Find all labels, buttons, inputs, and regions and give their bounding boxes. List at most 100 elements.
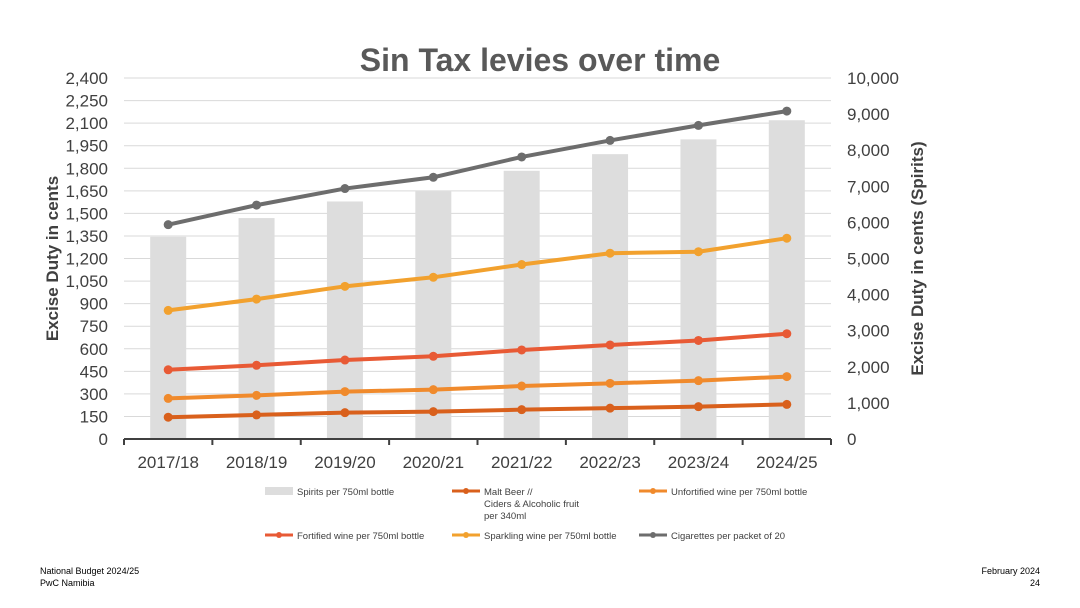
legend-label: Sparkling wine per 750ml bottle bbox=[484, 531, 617, 542]
series-point bbox=[605, 403, 615, 413]
y-tick-label: 750 bbox=[80, 317, 108, 336]
y-tick-label: 1,950 bbox=[65, 137, 108, 156]
series-point bbox=[252, 360, 262, 370]
y2-tick-label: 4,000 bbox=[847, 286, 890, 305]
y-tick-label: 1,650 bbox=[65, 182, 108, 201]
y2-axis-title: Excise Duty in cents (Spirits) bbox=[908, 141, 927, 375]
series-point bbox=[693, 120, 703, 130]
series-point bbox=[782, 329, 792, 339]
legend-swatch-point bbox=[463, 488, 469, 494]
legend-label: Unfortified wine per 750ml bottle bbox=[671, 487, 807, 498]
series-line bbox=[168, 402, 787, 420]
series-point bbox=[340, 184, 350, 194]
series-point bbox=[782, 106, 792, 116]
series-point bbox=[605, 135, 615, 145]
series-point bbox=[163, 305, 173, 315]
bar-spirits bbox=[415, 191, 452, 439]
legend-label: Malt Beer //Ciders & Alcoholic fruit per … bbox=[484, 487, 579, 522]
footer-right: February 2024 24 bbox=[981, 565, 1040, 589]
series-point bbox=[340, 355, 350, 365]
legend-swatch-point bbox=[463, 532, 469, 538]
footer-left: National Budget 2024/25 PwC Namibia bbox=[40, 565, 139, 589]
series-point bbox=[517, 260, 527, 270]
y2-tick-label: 6,000 bbox=[847, 213, 890, 232]
legend-swatch-point bbox=[276, 532, 282, 538]
y2-tick-label: 0 bbox=[847, 430, 856, 449]
y2-tick-label: 8,000 bbox=[847, 141, 890, 160]
x-tick-label: 2020/21 bbox=[403, 453, 464, 472]
x-tick-label: 2019/20 bbox=[314, 453, 375, 472]
series-point bbox=[517, 381, 527, 391]
footer-company-label: PwC Namibia bbox=[40, 578, 95, 588]
x-tick-label: 2022/23 bbox=[579, 453, 640, 472]
series-point bbox=[428, 385, 438, 395]
series-point bbox=[163, 412, 173, 422]
y2-tick-label: 3,000 bbox=[847, 322, 890, 341]
y-tick-label: 2,400 bbox=[65, 69, 108, 88]
y-tick-label: 1,800 bbox=[65, 159, 108, 178]
series-point bbox=[428, 172, 438, 182]
legend-swatch-point bbox=[650, 532, 656, 538]
bar-spirits bbox=[326, 201, 363, 439]
series-point bbox=[163, 393, 173, 403]
series-point bbox=[605, 248, 615, 258]
bar-spirits bbox=[503, 170, 540, 440]
bar-spirits bbox=[150, 236, 187, 439]
y2-tick-label: 10,000 bbox=[847, 69, 899, 88]
series-point bbox=[693, 247, 703, 257]
series-point bbox=[163, 365, 173, 375]
y-tick-label: 300 bbox=[80, 385, 108, 404]
x-tick-label: 2018/19 bbox=[226, 453, 287, 472]
bar-spirits bbox=[592, 154, 629, 439]
legend-label: Spirits per 750ml bottle bbox=[297, 487, 394, 498]
series-point bbox=[693, 376, 703, 386]
x-tick-label: 2023/24 bbox=[668, 453, 729, 472]
series-point bbox=[340, 387, 350, 397]
y-tick-label: 600 bbox=[80, 340, 108, 359]
bar-spirits bbox=[238, 218, 275, 439]
series-point bbox=[517, 405, 527, 415]
series-point bbox=[693, 402, 703, 412]
legend-label: Cigarettes per packet of 20 bbox=[671, 531, 785, 542]
x-tick-label: 2024/25 bbox=[756, 453, 817, 472]
y-tick-label: 1,200 bbox=[65, 250, 108, 269]
bar-spirits bbox=[768, 120, 805, 439]
series-point bbox=[340, 281, 350, 291]
legend-label: Fortified wine per 750ml bottle bbox=[297, 531, 424, 542]
y2-tick-label: 1,000 bbox=[847, 394, 890, 413]
series-point bbox=[782, 372, 792, 382]
series-point bbox=[517, 152, 527, 162]
series-point bbox=[252, 410, 262, 420]
series-point bbox=[605, 378, 615, 388]
y-tick-label: 0 bbox=[99, 430, 108, 449]
series-line bbox=[168, 374, 787, 401]
y2-tick-label: 2,000 bbox=[847, 358, 890, 377]
legend-swatch bbox=[265, 487, 293, 495]
footer-page-number: 24 bbox=[1029, 578, 1040, 588]
series-point bbox=[252, 390, 262, 400]
series-point bbox=[428, 407, 438, 417]
bar-spirits bbox=[680, 139, 717, 439]
y-tick-label: 2,100 bbox=[65, 114, 108, 133]
x-tick-label: 2017/18 bbox=[137, 453, 198, 472]
series-point bbox=[517, 345, 527, 355]
series-point bbox=[163, 220, 173, 230]
series-point bbox=[693, 335, 703, 345]
series-point bbox=[605, 340, 615, 350]
series-point bbox=[428, 272, 438, 282]
y-tick-label: 450 bbox=[80, 362, 108, 381]
footer-budget-label: National Budget 2024/25 bbox=[40, 566, 140, 576]
series-point bbox=[782, 233, 792, 243]
series-point bbox=[428, 351, 438, 361]
legend-swatch-point bbox=[650, 488, 656, 494]
y-tick-label: 900 bbox=[80, 295, 108, 314]
y-tick-label: 1,500 bbox=[65, 204, 108, 223]
series-point bbox=[252, 200, 262, 210]
series-line bbox=[168, 331, 787, 372]
y2-tick-label: 9,000 bbox=[847, 105, 890, 124]
series-point bbox=[340, 408, 350, 418]
chart-title: Sin Tax levies over time bbox=[359, 42, 721, 78]
y-axis-title: Excise Duty in cents bbox=[43, 176, 62, 341]
